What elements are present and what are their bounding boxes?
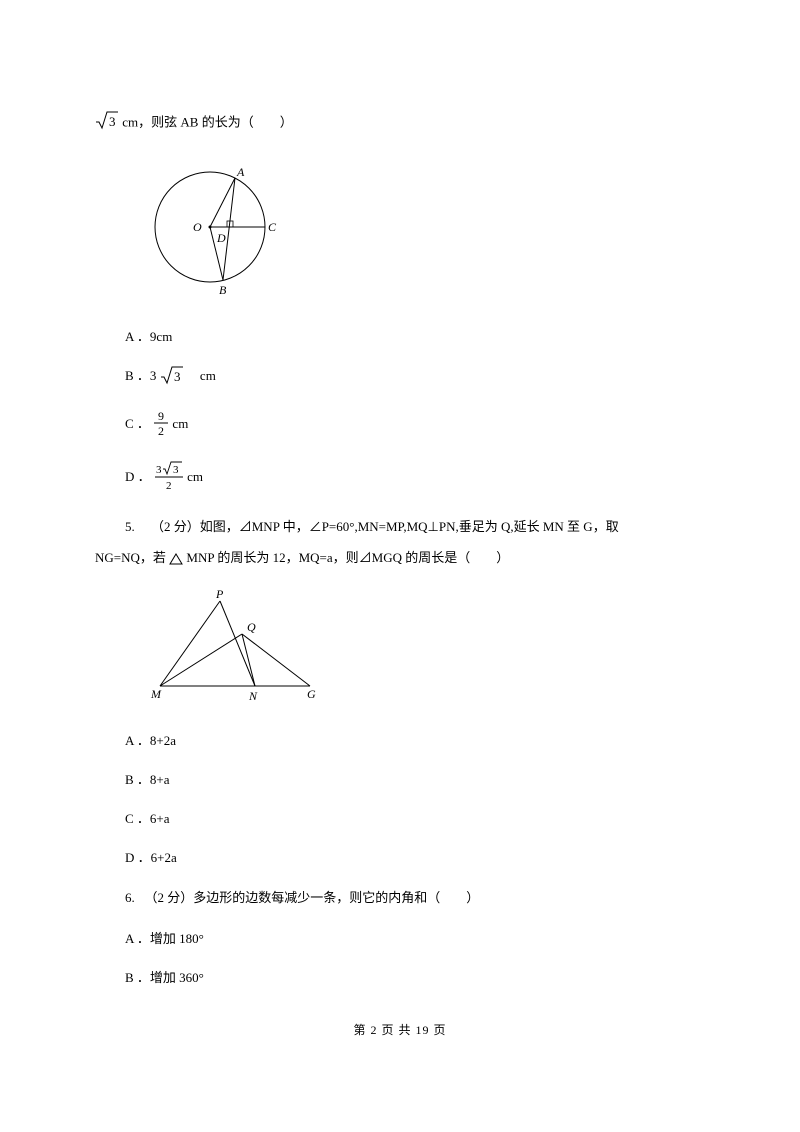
q5-num: 5.	[125, 519, 135, 534]
q5-option-A: A ．8+2a	[95, 730, 705, 749]
label-P: P	[215, 587, 224, 601]
q6-line: 6. （2 分）多边形的边数每减少一条，则它的内角和（ ）	[95, 886, 705, 911]
label-G: G	[307, 687, 316, 701]
label-D: D	[216, 231, 226, 245]
label-B: B	[219, 283, 227, 297]
q5-option-D: D ．6+2a	[95, 847, 705, 866]
label-Q: Q	[247, 620, 256, 634]
q4-option-A: A ．9cm	[95, 326, 705, 345]
q4-text: cm，则弦 AB 的长为（ ）	[122, 115, 292, 130]
svg-text:3: 3	[174, 369, 181, 384]
svg-text:2: 2	[166, 480, 172, 491]
svg-text:3: 3	[156, 464, 162, 476]
label-O: O	[193, 220, 202, 234]
svg-text:2: 2	[158, 424, 164, 437]
sqrt3-icon: 3	[95, 110, 119, 137]
q4-diagram: A B C D O	[145, 152, 705, 306]
svg-text:3: 3	[173, 464, 179, 476]
q4-option-D: D ． 3 3 2 cm	[95, 461, 705, 495]
q5-line1: 5. （2 分）如图，⊿MNP 中，∠P=60°,MN=MP,MQ⊥PN,垂足为…	[95, 515, 705, 540]
label-C: C	[268, 220, 277, 234]
q6-option-A: A ．增加 180°	[95, 928, 705, 947]
svg-text:3: 3	[109, 114, 116, 129]
q4-option-B: B ．3 3 cm	[95, 365, 705, 389]
frac-9-2-icon: 9 2	[153, 409, 169, 441]
q6-option-B: B ．增加 360°	[95, 967, 705, 986]
label-A: A	[236, 165, 245, 179]
sqrt3-icon: 3	[160, 365, 184, 389]
q6-num: 6.	[125, 890, 135, 905]
q5-option-C: C ．6+a	[95, 808, 705, 827]
label-N: N	[248, 689, 258, 703]
triangle-icon	[169, 550, 186, 565]
q5-line2: NG=NQ，若 MNP 的周长为 12，MQ=a，则⊿MGQ 的周长是（ ）	[95, 546, 705, 571]
q4-option-C: C ． 9 2 cm	[95, 409, 705, 441]
page-footer: 第 2 页 共 19 页	[95, 1021, 705, 1038]
label-M: M	[150, 687, 162, 701]
q4-fragment: 3 cm，则弦 AB 的长为（ ）	[95, 110, 705, 137]
q5-diagram: P Q M N G	[145, 586, 705, 710]
q5-option-B: B ．8+a	[95, 769, 705, 788]
svg-text:9: 9	[158, 409, 164, 423]
frac-3sqrt3-2-icon: 3 3 2	[154, 461, 184, 495]
